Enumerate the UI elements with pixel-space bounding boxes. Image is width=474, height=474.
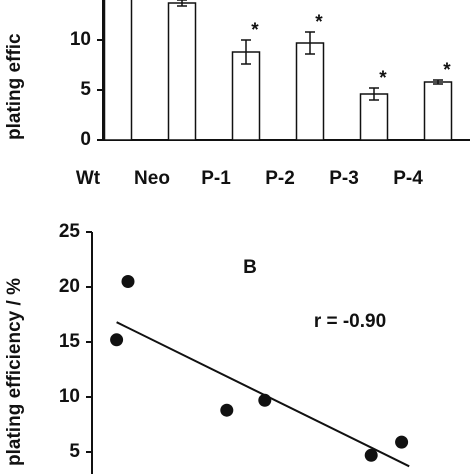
x-tick-label: P-3 <box>329 168 359 189</box>
annotation: r = -0.90 <box>314 311 386 332</box>
y-axis-label: plating efficiency / % <box>4 278 25 466</box>
bar <box>295 42 325 141</box>
error-bar <box>369 87 379 101</box>
point <box>110 333 124 347</box>
x-tick-label: P-2 <box>265 168 295 189</box>
y-tick-label: 5 <box>80 79 91 100</box>
bar <box>359 93 389 141</box>
chart-b: 5 10 15 20 25 <box>59 221 410 474</box>
y-axis-label: plating effic <box>4 33 25 140</box>
point <box>258 393 272 407</box>
point <box>121 275 135 288</box>
point <box>220 403 234 417</box>
x-tick-label: Wt <box>76 168 101 189</box>
bar <box>423 81 453 141</box>
x-tick-label: Neo <box>134 168 170 189</box>
significance-marker: * <box>443 60 451 81</box>
error-bar <box>241 39 251 65</box>
error-bar <box>433 79 443 85</box>
significance-marker: * <box>379 68 387 89</box>
significance-marker: * <box>251 20 259 41</box>
bar <box>167 2 197 141</box>
significance-marker: * <box>315 12 323 33</box>
x-tick-label: P-4 <box>393 168 423 189</box>
bar <box>103 0 133 141</box>
y-tick-label: 10 <box>70 29 91 50</box>
y-tick-label: 5 <box>69 441 80 462</box>
error-bar <box>177 0 187 7</box>
point <box>395 435 409 449</box>
x-tick-label: P-1 <box>201 168 231 189</box>
y-tick-label: 25 <box>59 221 81 242</box>
y-tick-label: 20 <box>59 276 80 297</box>
point <box>364 448 378 462</box>
chart-title: B <box>243 257 257 278</box>
y-tick-label: 15 <box>59 331 81 352</box>
y-tick-label: 10 <box>59 386 80 407</box>
bar <box>231 51 261 141</box>
error-bar <box>305 31 315 55</box>
chart-a: * * * * <box>97 0 470 141</box>
y-tick-label: 0 <box>80 129 91 150</box>
